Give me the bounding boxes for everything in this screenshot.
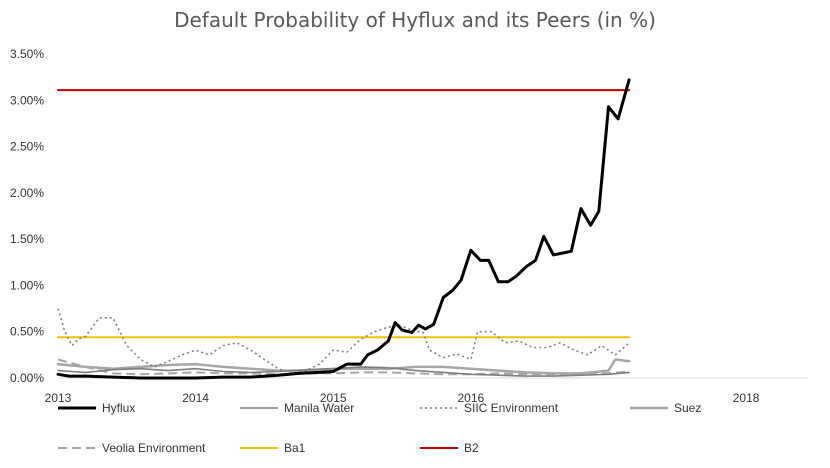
y-axis: 0.00% 0.50% 1.00% 1.50% 2.00% 2.50% 3.00% 3.50%	[10, 47, 44, 385]
series-line-manila-water	[57, 366, 630, 377]
legend-label: Ba1	[284, 441, 306, 455]
legend: Hyflux Manila Water SIIC Environment Suez Ve…	[58, 401, 701, 455]
series-line-hyflux	[56, 78, 631, 380]
x-tick-label: 2016	[457, 391, 484, 405]
series-layer	[56, 78, 631, 380]
legend-label: B2	[464, 441, 479, 455]
x-axis: 2013 2014 2015 2016 2018	[45, 391, 760, 405]
legend-label: Veolia Environment	[102, 441, 206, 455]
legend-label: Suez	[674, 401, 701, 415]
y-tick-label: 2.00%	[10, 186, 44, 200]
legend-item: Veolia Environment	[58, 441, 206, 455]
legend-label: SIIC Environment	[464, 401, 559, 415]
y-tick-label: 3.00%	[10, 93, 44, 107]
series-line-suez	[56, 358, 631, 375]
chart-title: Default Probability of Hyflux and its Pe…	[174, 8, 656, 32]
y-tick-label: 2.50%	[10, 140, 44, 154]
legend-item: B2	[420, 441, 479, 455]
x-tick-label: 2015	[320, 391, 347, 405]
legend-item: Hyflux	[58, 401, 135, 415]
x-tick-label: 2018	[733, 391, 760, 405]
legend-label: Hyflux	[102, 401, 135, 415]
y-tick-label: 1.00%	[10, 278, 44, 292]
legend-item: Manila Water	[240, 401, 354, 415]
y-tick-label: 0.50%	[10, 325, 44, 339]
legend-item: Suez	[630, 401, 701, 415]
x-tick-label: 2014	[182, 391, 209, 405]
series-line-siic-environment	[57, 308, 630, 375]
legend-label: Manila Water	[284, 401, 354, 415]
y-tick-label: 1.50%	[10, 232, 44, 246]
legend-item: Ba1	[240, 441, 306, 455]
series-line-veolia-environment	[57, 358, 630, 376]
x-tick-label: 2013	[45, 391, 72, 405]
y-tick-label: 0.00%	[10, 371, 44, 385]
legend-item: SIIC Environment	[420, 401, 559, 415]
y-tick-label: 3.50%	[10, 47, 44, 61]
